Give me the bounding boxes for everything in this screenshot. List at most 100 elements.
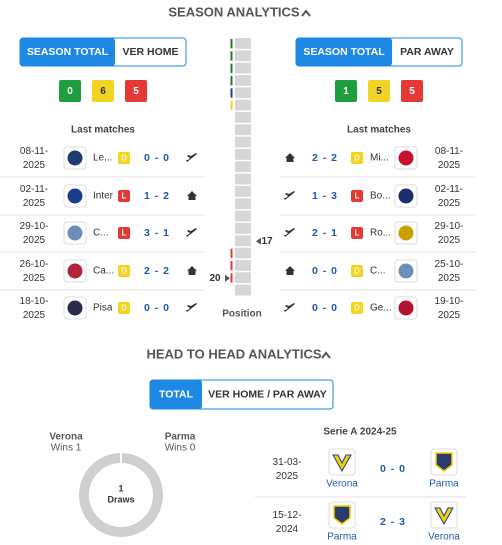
result-badge bbox=[118, 152, 130, 164]
tab-active[interactable] bbox=[296, 38, 392, 66]
match-date: 25-10-2025 bbox=[435, 259, 464, 284]
score: 0 - 0 bbox=[144, 152, 170, 164]
team-wins: Wins 1 bbox=[51, 443, 82, 454]
team-logo bbox=[67, 300, 83, 316]
position-segment bbox=[235, 148, 251, 160]
team-logo bbox=[398, 300, 414, 316]
record-badge bbox=[368, 80, 390, 102]
last-matches-label: Last matches bbox=[71, 125, 135, 136]
team-logo bbox=[67, 263, 83, 279]
record-badge bbox=[92, 80, 114, 102]
match-date: 31-03-2025 bbox=[273, 457, 302, 482]
tab-active[interactable] bbox=[150, 380, 202, 409]
position-segment bbox=[235, 198, 251, 210]
home-icon bbox=[187, 191, 197, 200]
position-segment bbox=[235, 247, 251, 259]
result: L bbox=[355, 192, 360, 201]
result: D bbox=[121, 154, 127, 163]
team-logo bbox=[333, 505, 351, 525]
section-title: SEASON ANALYTICS bbox=[168, 4, 300, 19]
match-date: 29-10-2025 bbox=[20, 221, 49, 246]
team-logo bbox=[398, 225, 414, 241]
result: D bbox=[354, 154, 360, 163]
tab-label[interactable]: VER HOME / PAR AWAY bbox=[208, 388, 327, 400]
record-badge bbox=[401, 80, 423, 102]
score: 1 - 3 bbox=[312, 190, 338, 202]
score: 2 - 2 bbox=[144, 265, 170, 277]
tab-label[interactable]: SEASON TOTAL bbox=[303, 46, 385, 58]
collapse-caret[interactable] bbox=[321, 351, 331, 359]
record-count: 5 bbox=[409, 86, 415, 97]
team-name: Verona bbox=[326, 479, 358, 490]
score: 1 - 2 bbox=[144, 190, 170, 202]
position-segment bbox=[235, 185, 251, 197]
team-logo bbox=[332, 454, 352, 473]
record-count: 5 bbox=[133, 86, 139, 97]
position-segment bbox=[235, 161, 251, 173]
position-segment bbox=[235, 235, 251, 247]
position-segment bbox=[235, 62, 251, 74]
score: 0 - 0 bbox=[312, 302, 338, 314]
team-logo bbox=[67, 188, 83, 204]
team-name: Parma bbox=[327, 532, 357, 543]
away-icon bbox=[186, 153, 197, 162]
record-count: 0 bbox=[67, 86, 73, 97]
team-logo bbox=[398, 188, 414, 204]
score: 2 - 2 bbox=[312, 152, 338, 164]
position-segment bbox=[235, 136, 251, 148]
tab-label[interactable]: PAR AWAY bbox=[400, 46, 454, 58]
score: 2 - 3 bbox=[380, 516, 406, 528]
team-name: Verona bbox=[428, 532, 460, 543]
score: 3 - 1 bbox=[144, 227, 170, 239]
position-segment bbox=[235, 210, 251, 222]
result: L bbox=[122, 192, 127, 201]
team-name: Pisa bbox=[93, 303, 113, 314]
team-name: Mi... bbox=[370, 153, 389, 164]
team-name: Verona bbox=[49, 432, 83, 443]
result: L bbox=[122, 229, 127, 238]
position-segment bbox=[235, 111, 251, 123]
result-badge bbox=[118, 227, 130, 239]
team-logo bbox=[398, 263, 414, 279]
home-icon bbox=[285, 153, 295, 162]
away-icon bbox=[284, 303, 295, 312]
result: L bbox=[355, 229, 360, 238]
team-name: C... bbox=[370, 266, 386, 277]
position-segment bbox=[235, 272, 251, 284]
result: D bbox=[121, 267, 127, 276]
record-badge bbox=[125, 80, 147, 102]
team-wins: Wins 0 bbox=[165, 443, 196, 454]
match-date: 29-10-2025 bbox=[435, 221, 464, 246]
team-name: C... bbox=[93, 228, 109, 239]
result-badge bbox=[351, 152, 363, 164]
match-date: 02-11-2025 bbox=[20, 184, 48, 209]
home-icon bbox=[285, 266, 295, 275]
draws-count: 1 bbox=[118, 483, 123, 493]
result-badge bbox=[118, 190, 130, 202]
team-name: Inter bbox=[93, 191, 114, 202]
result: D bbox=[354, 304, 360, 313]
tab-active[interactable] bbox=[20, 38, 115, 66]
team-name: Bo... bbox=[370, 191, 391, 202]
away-icon bbox=[284, 191, 295, 200]
match-date: 02-11-2025 bbox=[435, 184, 463, 209]
collapse-caret[interactable] bbox=[301, 9, 311, 17]
tab-label[interactable]: VER HOME bbox=[122, 46, 178, 58]
last-matches-label: Last matches bbox=[347, 125, 411, 136]
team-name: Parma bbox=[429, 479, 459, 490]
team-name: Ge... bbox=[370, 303, 392, 314]
record-badge bbox=[59, 80, 81, 102]
home-position: 20 bbox=[209, 273, 221, 284]
match-date: 15-12-2024 bbox=[273, 510, 302, 535]
position-segment bbox=[235, 259, 251, 271]
competition: Serie A 2024-25 bbox=[323, 427, 397, 438]
position-segment bbox=[235, 99, 251, 111]
score: 0 - 0 bbox=[144, 302, 170, 314]
away-icon bbox=[186, 228, 197, 237]
tab-label[interactable]: TOTAL bbox=[159, 388, 194, 400]
result-badge bbox=[351, 302, 363, 314]
position-segment bbox=[235, 87, 251, 99]
away-position: 17 bbox=[261, 236, 273, 247]
tab-label[interactable]: SEASON TOTAL bbox=[27, 46, 109, 58]
